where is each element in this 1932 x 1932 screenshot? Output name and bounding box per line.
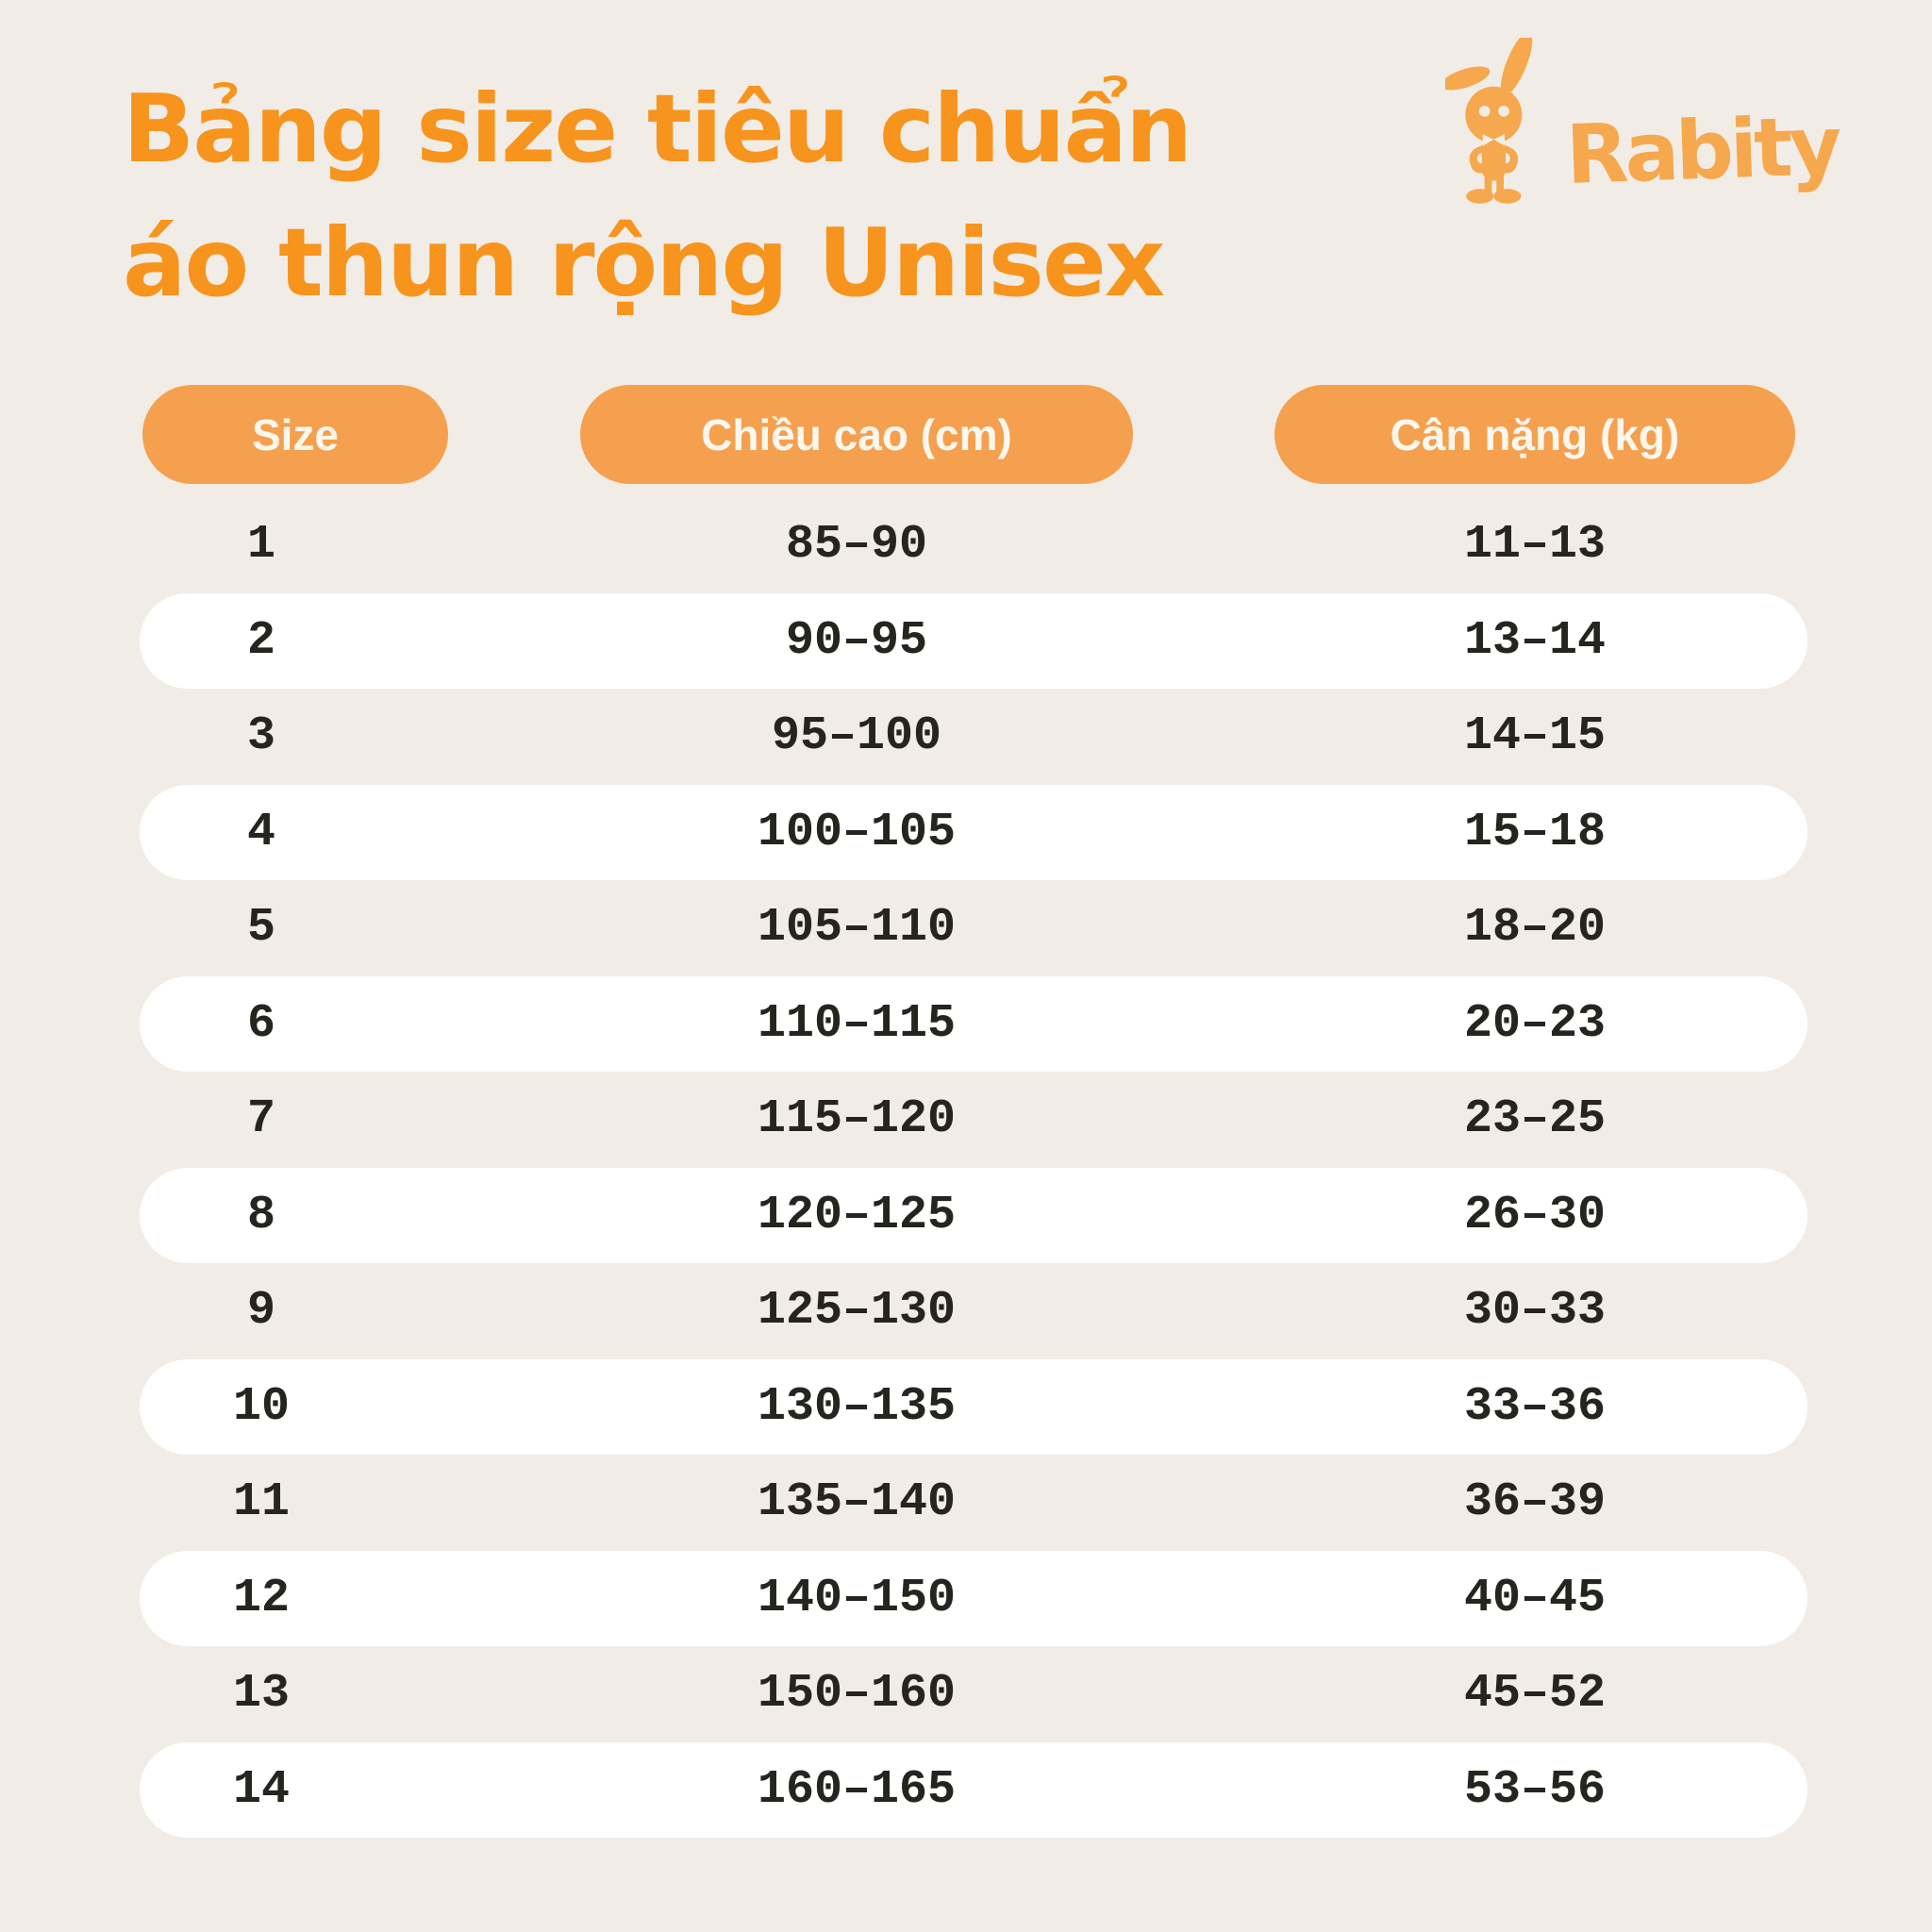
table-row: 3 95–100 14–15 [140, 689, 1807, 785]
rabbit-mascot-icon [1440, 31, 1564, 211]
height-cell: 120–125 [757, 1188, 957, 1242]
size-cell: 12 [232, 1571, 290, 1625]
table-row: 2 90–95 13–14 [140, 592, 1807, 689]
height-cell: 85–90 [785, 518, 928, 573]
height-cell: 150–160 [757, 1667, 957, 1722]
size-cell: 7 [246, 1092, 275, 1147]
size-cell: 5 [246, 901, 275, 956]
weight-cell: 14–15 [1463, 709, 1607, 764]
size-cell: 13 [232, 1667, 290, 1722]
size-table: Size Chiều cao (cm) Cân nặng (kg) 1 85–9… [140, 385, 1807, 1838]
height-cell: 135–140 [757, 1475, 957, 1530]
weight-cell: 18–20 [1463, 901, 1607, 956]
size-cell: 9 [246, 1284, 275, 1339]
table-row: 9 125–130 30–33 [140, 1263, 1807, 1359]
page-title-line2: áo thun rộng Unisex [123, 208, 1165, 318]
height-cell: 105–110 [757, 901, 957, 956]
table-row: 7 115–120 23–25 [140, 1072, 1807, 1168]
height-cell: 130–135 [757, 1379, 957, 1434]
weight-cell: 53–56 [1463, 1762, 1607, 1817]
size-cell: 10 [232, 1379, 290, 1434]
height-cell: 160–165 [757, 1762, 957, 1817]
size-cell: 2 [246, 613, 275, 668]
page-title-line1: Bảng size tiêu chuẩn [123, 74, 1192, 184]
table-row: 4 100–105 15–18 [140, 784, 1807, 880]
weight-cell: 11–13 [1463, 518, 1607, 573]
weight-cell: 23–25 [1463, 1092, 1607, 1147]
weight-cell: 36–39 [1463, 1475, 1607, 1530]
table-row: 10 130–135 33–36 [140, 1358, 1807, 1455]
table-row: 11 135–140 36–39 [140, 1455, 1807, 1551]
weight-cell: 15–18 [1463, 805, 1607, 859]
weight-cell: 30–33 [1463, 1284, 1607, 1339]
height-cell: 90–95 [785, 613, 928, 668]
size-cell: 8 [246, 1188, 275, 1242]
weight-cell: 33–36 [1463, 1379, 1607, 1434]
weight-cell: 13–14 [1463, 613, 1607, 668]
column-header-weight: Cân nặng (kg) [1274, 385, 1795, 484]
size-cell: 6 [246, 996, 275, 1051]
column-header-height: Chiều cao (cm) [580, 385, 1133, 484]
weight-cell: 40–45 [1463, 1571, 1607, 1625]
table-row: 5 105–110 18–20 [140, 880, 1807, 976]
size-cell: 14 [232, 1762, 290, 1817]
height-cell: 95–100 [771, 709, 942, 764]
size-cell: 3 [246, 709, 275, 764]
table-row: 12 140–150 40–45 [140, 1550, 1807, 1646]
table-row: 6 110–115 20–23 [140, 975, 1807, 1072]
size-cell: 1 [246, 518, 275, 573]
size-cell: 4 [246, 805, 275, 859]
table-row: 13 150–160 45–52 [140, 1646, 1807, 1742]
rabity-logo: Rabity [1440, 31, 1840, 211]
weight-cell: 45–52 [1463, 1667, 1607, 1722]
page-title: Bảng size tiêu chuẩn áo thun rộng Unisex [123, 62, 1192, 330]
brand-wordmark: Rabity [1563, 98, 1840, 204]
size-cell: 11 [232, 1475, 290, 1530]
height-cell: 110–115 [757, 996, 957, 1051]
table-row: 8 120–125 26–30 [140, 1167, 1807, 1263]
table-row: 1 85–90 11–13 [140, 497, 1807, 593]
table-row: 14 160–165 53–56 [140, 1741, 1807, 1838]
column-header-size: Size [142, 385, 448, 484]
table-header-row: Size Chiều cao (cm) Cân nặng (kg) [140, 385, 1807, 484]
weight-cell: 26–30 [1463, 1188, 1607, 1242]
weight-cell: 20–23 [1463, 996, 1607, 1051]
height-cell: 140–150 [757, 1571, 957, 1625]
height-cell: 100–105 [757, 805, 957, 859]
height-cell: 125–130 [757, 1284, 957, 1339]
height-cell: 115–120 [757, 1092, 957, 1147]
